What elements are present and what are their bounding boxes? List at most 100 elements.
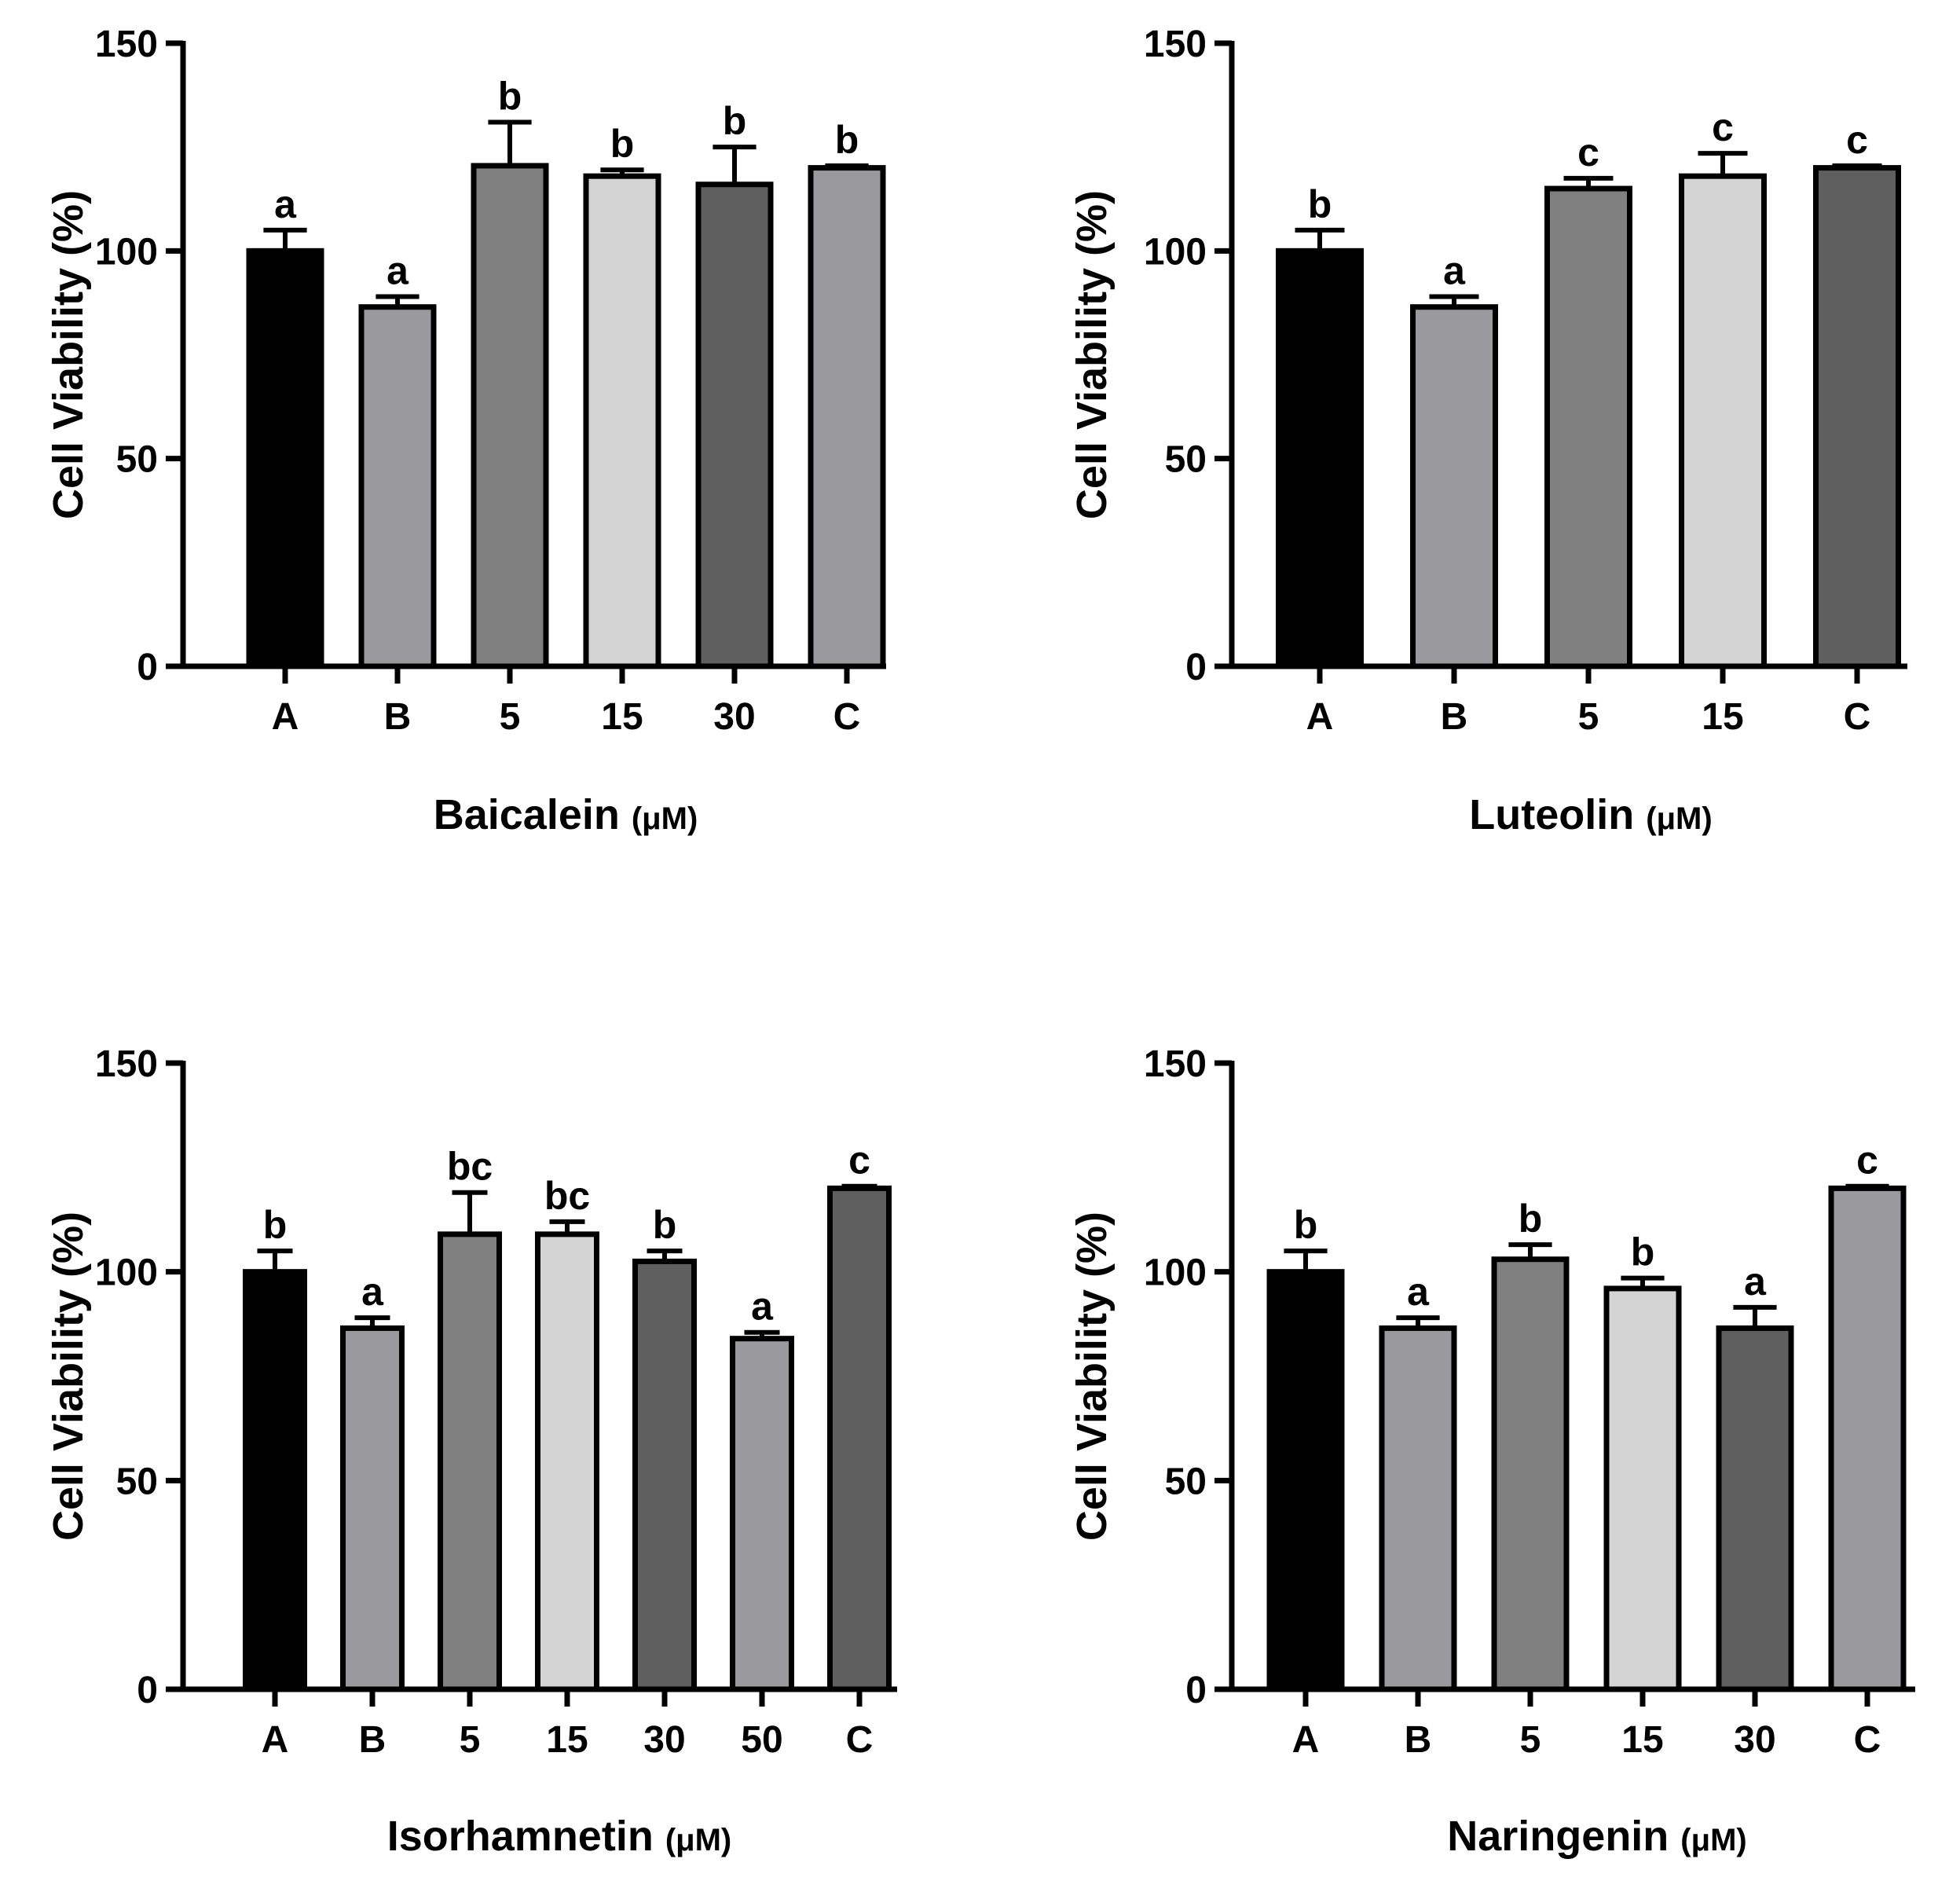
bar-C — [827, 1185, 892, 1692]
x-tick-label: 30 — [713, 696, 755, 738]
significance-label: c — [848, 1138, 870, 1182]
x-axis-label-name: Luteolin — [1469, 791, 1646, 838]
significance-label: c — [1846, 118, 1868, 162]
bar-30 — [632, 1258, 697, 1692]
significance-label: b — [1519, 1197, 1543, 1241]
significance-label: c — [1712, 105, 1734, 149]
x-tick-label: B — [359, 1719, 387, 1761]
bar-5 — [438, 1231, 502, 1692]
significance-label: b — [1308, 182, 1332, 226]
bar-15 — [535, 1231, 599, 1692]
bar-C — [1828, 1185, 1907, 1692]
significance-label: b — [1294, 1203, 1318, 1247]
bar-A — [246, 248, 324, 669]
bar-C — [808, 165, 886, 669]
x-tick-label: 30 — [643, 1719, 685, 1761]
significance-label: a — [1744, 1260, 1767, 1304]
bar-30 — [695, 182, 774, 669]
bar-15 — [1679, 173, 1767, 669]
chart-panel-4: 0 50 100 150 Cell Viability (%) Ab Ba 5 b 15 b 30 a C… — [1068, 1043, 1915, 1860]
significance-label: bc — [447, 1145, 493, 1189]
x-tick-label: 15 — [601, 696, 643, 738]
x-axis-label-unit: (μM) — [665, 1823, 731, 1857]
x-tick-label: C — [1844, 696, 1871, 738]
x-tick-label: A — [1306, 696, 1334, 738]
bar-15 — [1603, 1285, 1682, 1692]
significance-label: a — [1443, 248, 1466, 292]
x-tick-label: 5 — [1578, 696, 1599, 738]
x-axis-label-name: Isorhamnetin — [387, 1813, 665, 1860]
x-tick-label: 5 — [460, 1719, 481, 1761]
bar-B — [1379, 1325, 1457, 1692]
x-axis-label: Baicalein (μM) — [434, 791, 698, 838]
x-tick-label: B — [1405, 1719, 1432, 1761]
bar-15 — [583, 173, 661, 669]
x-tick-label: A — [1292, 1719, 1320, 1761]
significance-label: a — [274, 182, 297, 226]
x-axis-label-name: Baicalein — [434, 791, 632, 838]
chart-panel-1: 0 50 100 150 Cell Viability (%) Aa Ba 5 b 15 b 30 b C… — [45, 24, 886, 838]
y-tick-label: 150 — [1144, 1043, 1207, 1085]
x-tick-label: 15 — [1621, 1719, 1663, 1761]
x-axis-label-name: Naringenin — [1447, 1813, 1680, 1860]
y-tick-label: 100 — [95, 231, 158, 273]
significance-label: b — [1631, 1230, 1655, 1274]
bar-C — [1813, 165, 1901, 669]
bar-A — [243, 1269, 307, 1692]
x-axis-label-unit: (μM) — [1680, 1823, 1746, 1857]
y-tick-label: 100 — [1144, 1252, 1207, 1294]
bar-B — [1410, 304, 1498, 669]
x-axis-label: Luteolin (μM) — [1469, 791, 1712, 838]
y-tick-label: 50 — [1165, 1461, 1207, 1502]
x-tick-label: 15 — [1702, 696, 1743, 738]
significance-label: b — [610, 122, 635, 166]
y-tick-label: 100 — [1144, 231, 1207, 273]
x-tick-label: B — [384, 696, 412, 738]
bar-50 — [730, 1336, 794, 1692]
y-tick-label: 50 — [116, 1461, 158, 1502]
significance-label: c — [1577, 130, 1599, 174]
chart-panel-2: 0 50 100 150 Cell Viability (%) Ab Ba 5 c 15 c Cc Lu… — [1068, 24, 1907, 838]
bar-30 — [1716, 1325, 1794, 1692]
bar-B — [358, 304, 437, 669]
significance-label: b — [263, 1203, 288, 1247]
x-tick-label: A — [272, 696, 299, 738]
x-tick-label: A — [262, 1719, 289, 1761]
x-tick-label: 30 — [1734, 1719, 1775, 1761]
significance-label: a — [1407, 1270, 1430, 1314]
bar-5 — [471, 163, 549, 669]
significance-label: bc — [544, 1174, 590, 1218]
significance-label: c — [1856, 1138, 1878, 1182]
significance-label: a — [361, 1270, 384, 1314]
bar-B — [340, 1325, 405, 1692]
y-tick-label: 50 — [116, 439, 158, 481]
bar-5 — [1544, 185, 1632, 669]
x-tick-label: 5 — [500, 696, 521, 738]
y-tick-label: 150 — [95, 1043, 158, 1085]
y-tick-label: 150 — [1144, 24, 1207, 65]
x-axis-label: Isorhamnetin (μM) — [387, 1813, 732, 1860]
significance-label: b — [723, 99, 747, 143]
significance-label: a — [387, 248, 409, 292]
x-tick-label: 50 — [741, 1719, 782, 1761]
y-tick-label: 100 — [95, 1252, 158, 1294]
bar-A — [1266, 1269, 1345, 1692]
x-tick-label: B — [1441, 696, 1468, 738]
x-tick-label: C — [833, 696, 861, 738]
significance-label: a — [751, 1285, 774, 1329]
y-tick-label: 0 — [1185, 1670, 1207, 1711]
y-tick-label: 50 — [1165, 439, 1207, 481]
y-axis-label: Cell Viability (%) — [45, 190, 92, 519]
y-tick-label: 0 — [1185, 647, 1207, 688]
significance-label: b — [835, 118, 859, 162]
significance-label: b — [653, 1203, 677, 1247]
x-axis-label-unit: (μM) — [632, 801, 698, 836]
x-tick-label: 15 — [546, 1719, 588, 1761]
y-axis-label: Cell Viability (%) — [45, 1212, 92, 1541]
y-axis-label: Cell Viability (%) — [1068, 190, 1116, 519]
x-axis-label-unit: (μM) — [1646, 801, 1712, 836]
y-tick-label: 0 — [137, 1670, 158, 1711]
y-tick-label: 150 — [95, 24, 158, 65]
